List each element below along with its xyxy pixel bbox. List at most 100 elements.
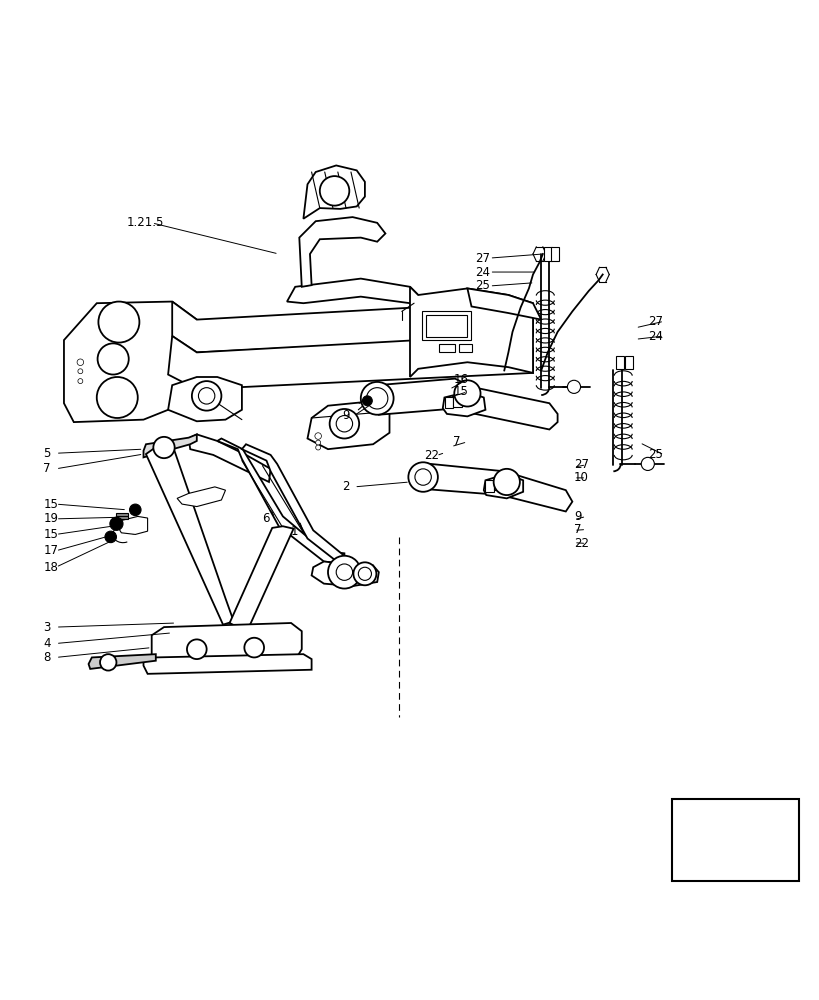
Polygon shape [217,439,344,564]
Text: 27: 27 [475,252,490,265]
Polygon shape [188,434,270,482]
Bar [438,344,455,352]
Text: 4: 4 [43,637,51,650]
Text: 15: 15 [43,498,58,511]
Text: 1: 1 [291,525,298,538]
Polygon shape [373,379,473,415]
Circle shape [353,562,376,585]
Bar [445,397,453,408]
Circle shape [315,440,320,445]
Circle shape [110,517,123,530]
Polygon shape [307,402,389,449]
Text: 16: 16 [453,373,468,386]
Circle shape [366,388,387,409]
Circle shape [78,369,83,374]
Polygon shape [699,803,723,830]
Polygon shape [303,165,364,219]
Circle shape [244,638,264,657]
Circle shape [77,359,84,366]
Polygon shape [242,444,373,575]
Circle shape [336,564,352,580]
Polygon shape [64,302,197,422]
Circle shape [567,380,580,393]
Bar [453,395,461,407]
Circle shape [408,462,437,492]
Circle shape [314,433,321,439]
Text: 7: 7 [453,435,460,448]
Text: 9: 9 [342,409,349,422]
Text: 9: 9 [573,510,581,523]
Polygon shape [311,562,378,586]
Circle shape [198,388,215,404]
Polygon shape [172,302,532,352]
Polygon shape [177,487,225,507]
Polygon shape [152,623,301,666]
Polygon shape [88,654,156,669]
Polygon shape [467,288,541,320]
Circle shape [315,445,320,450]
Circle shape [78,379,83,384]
Bar [550,247,559,261]
Text: 15: 15 [43,528,58,541]
Circle shape [98,302,139,343]
Text: 10: 10 [573,471,588,484]
Bar [461,393,469,405]
Polygon shape [504,471,572,511]
Text: 2: 2 [342,480,349,493]
Text: 6: 6 [262,512,269,525]
Circle shape [319,176,349,206]
Circle shape [329,409,359,439]
Bar [493,479,501,490]
Polygon shape [418,463,516,496]
Text: 25: 25 [647,448,662,461]
Polygon shape [299,217,385,287]
Bar [116,513,128,519]
Circle shape [153,437,174,458]
Text: 27: 27 [573,458,588,471]
Text: 27: 27 [647,315,662,328]
Text: 17: 17 [43,544,58,557]
Text: 8: 8 [43,651,51,664]
Circle shape [328,556,360,589]
Text: 5: 5 [43,447,51,460]
Circle shape [362,396,372,406]
Polygon shape [483,474,523,498]
Text: 19: 19 [43,512,58,525]
Polygon shape [143,654,311,674]
Bar [422,311,471,340]
Circle shape [493,469,519,495]
Bar [485,480,493,492]
Circle shape [358,567,371,580]
Polygon shape [684,803,790,873]
Polygon shape [168,377,242,421]
Polygon shape [410,287,532,377]
Circle shape [100,654,116,671]
Circle shape [105,531,116,543]
Bar [672,799,799,881]
Text: 24: 24 [475,266,490,279]
Circle shape [187,639,206,659]
Circle shape [97,377,138,418]
Bar [543,247,551,261]
Polygon shape [229,526,293,627]
Polygon shape [119,516,147,534]
Circle shape [97,343,129,375]
Bar [624,356,632,369]
Polygon shape [168,336,532,389]
Polygon shape [471,387,557,429]
Text: 24: 24 [647,330,662,343]
Text: 25: 25 [475,279,490,292]
Circle shape [640,457,654,470]
Bar [615,356,623,369]
Circle shape [129,504,141,516]
Circle shape [192,381,221,411]
Polygon shape [287,279,418,303]
Text: 18: 18 [43,561,58,574]
Bar [459,344,471,352]
Circle shape [360,382,393,415]
Bar [502,477,510,489]
Text: 3: 3 [43,621,51,634]
Text: 7: 7 [573,523,581,536]
Polygon shape [442,392,485,416]
Circle shape [454,380,480,407]
